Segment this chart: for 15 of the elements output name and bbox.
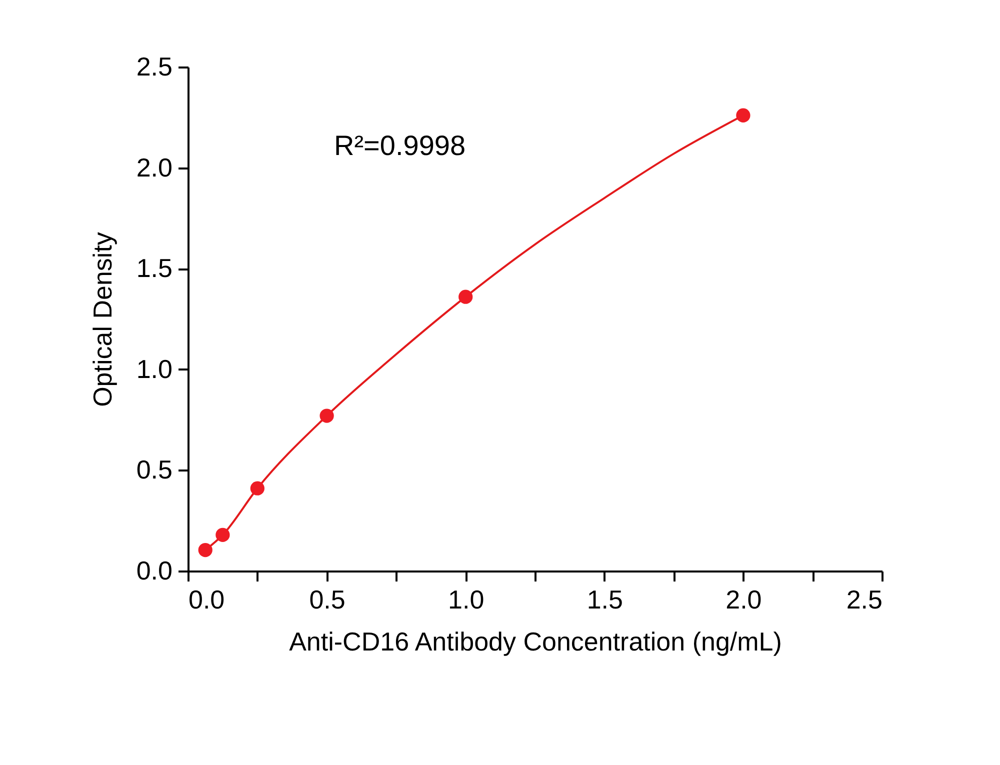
- x-tick-label: 0.0: [188, 584, 225, 614]
- y-axis-title: Optical Density: [87, 232, 118, 407]
- y-tick-label: 2.0: [136, 152, 172, 182]
- y-tick-label: 0.5: [136, 454, 172, 485]
- x-tick-label: 2.5: [846, 584, 882, 614]
- x-tick-label: 2.0: [726, 584, 762, 614]
- x-tick-label: 1.0: [448, 584, 484, 614]
- x-axis-title: Anti-CD16 Antibody Concentration (ng/mL): [289, 626, 782, 656]
- annotation: R²=0.9998: [334, 130, 466, 161]
- y-tick-label: 1.5: [136, 253, 172, 284]
- x-tick-label: 0.5: [309, 584, 346, 614]
- x-tick-label: 1.5: [586, 584, 623, 614]
- y-tick-label: 0.0: [136, 556, 172, 586]
- y-tick-label: 1.0: [136, 354, 172, 384]
- y-tick-label: 2.5: [136, 52, 172, 82]
